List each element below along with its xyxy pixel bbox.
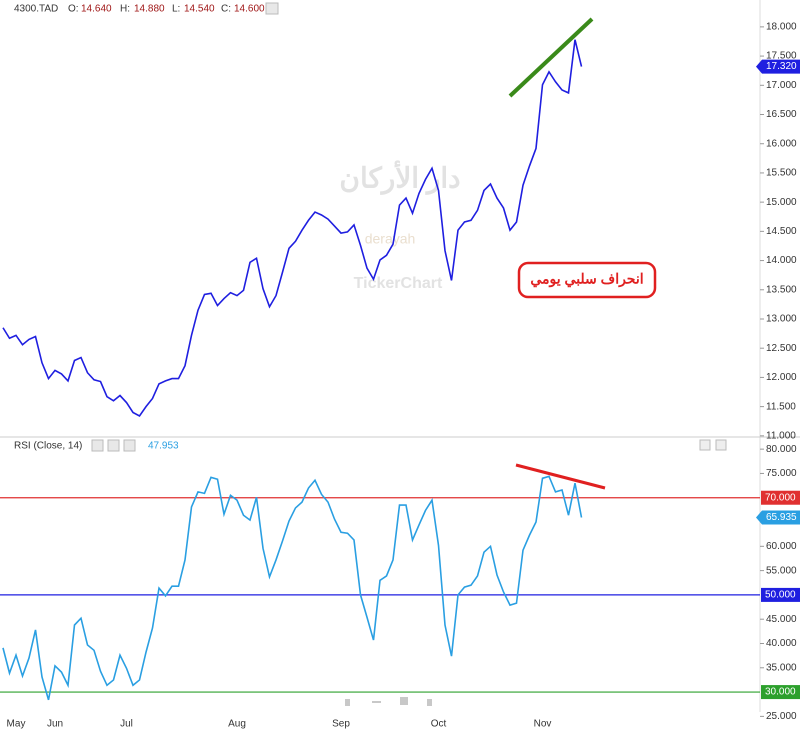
y-tick-label: 13.500	[766, 284, 797, 295]
y-tick-label: 15.000	[766, 197, 797, 208]
y-tick-label: 17.000	[766, 80, 797, 91]
y-tick-label: 16.000	[766, 138, 797, 149]
y-tick-label: 17.500	[766, 51, 797, 62]
indicator-icon[interactable]	[123, 439, 136, 452]
ohlc-value: 14.600	[234, 4, 265, 15]
indicator-icon[interactable]	[107, 439, 120, 452]
symbol: 4300.TAD	[14, 4, 58, 15]
y-tick-label: 14.500	[766, 226, 797, 237]
indicator-icon[interactable]	[91, 439, 104, 452]
reference-label-box	[761, 587, 800, 602]
y-tick-label: 75.000	[766, 468, 797, 479]
y-tick-label: 14.000	[766, 255, 797, 266]
toolbar-button[interactable]	[427, 699, 432, 706]
toolbar-button[interactable]	[372, 701, 381, 703]
ohlc-name: C:	[221, 4, 231, 15]
last-value-box	[756, 59, 800, 74]
reference-label: 50.000	[765, 590, 796, 601]
ohlc-value: 14.880	[134, 4, 165, 15]
toolbar-button[interactable]	[400, 697, 408, 705]
y-tick-label: 55.000	[766, 565, 797, 576]
last-value-label: 65.935	[766, 512, 797, 523]
toolbar	[345, 697, 432, 706]
y-tick-label: 35.000	[766, 662, 797, 673]
y-tick-label: 15.500	[766, 168, 797, 179]
annotation: انحراف سلبي يومي	[530, 271, 643, 288]
last-value-label: 17.320	[766, 61, 797, 72]
x-tick-label: May	[7, 719, 26, 730]
last-value-box	[756, 510, 800, 525]
ohlc-name: H:	[120, 4, 130, 15]
y-tick-label: 18.000	[766, 22, 797, 33]
y-tick-label: 13.000	[766, 314, 797, 325]
x-tick-label: Sep	[332, 719, 350, 730]
y-tick-label: 11.500	[766, 401, 796, 412]
y-tick-label: 12.500	[766, 343, 797, 354]
panel-icon[interactable]	[715, 439, 727, 451]
reference-label: 30.000	[765, 687, 796, 698]
x-tick-label: Jul	[120, 719, 133, 730]
y-tick-label: 11.000	[766, 430, 796, 441]
trend-line	[508, 17, 594, 98]
y-tick-label: 12.000	[766, 372, 797, 383]
watermark: TickerChart	[354, 275, 443, 292]
x-tick-label: Jun	[47, 719, 63, 730]
reference-label: 70.000	[765, 492, 796, 503]
x-tick-label: Aug	[228, 719, 246, 730]
toolbar-button[interactable]	[345, 699, 350, 706]
y-tick-label: 25.000	[766, 711, 797, 722]
indicator-title: RSI (Close, 14)	[14, 441, 82, 452]
watermark: دار الأركان	[339, 160, 460, 195]
price-line	[2, 39, 583, 418]
y-tick-label: 16.500	[766, 109, 797, 120]
trend-line	[515, 463, 606, 490]
y-tick-label: 60.000	[766, 541, 797, 552]
ohlc-value: 14.640	[81, 4, 112, 15]
ohlc-name: O:	[68, 4, 79, 15]
ohlc-value: 14.540	[184, 4, 215, 15]
x-tick-label: Oct	[431, 719, 447, 730]
y-tick-label: 45.000	[766, 614, 797, 625]
reference-label-box	[761, 490, 800, 505]
ohlc-name: L:	[172, 4, 180, 15]
price-line	[2, 475, 583, 701]
annotation-box	[517, 261, 657, 299]
y-tick-label: 80.000	[766, 444, 797, 455]
reference-label-box	[761, 685, 800, 700]
x-tick-label: Nov	[534, 719, 552, 730]
panel-icon[interactable]	[699, 439, 711, 451]
more-button[interactable]	[265, 2, 279, 15]
y-tick-label: 40.000	[766, 638, 797, 649]
watermark: derayah	[365, 231, 416, 247]
indicator-value: 47.953	[148, 441, 179, 452]
